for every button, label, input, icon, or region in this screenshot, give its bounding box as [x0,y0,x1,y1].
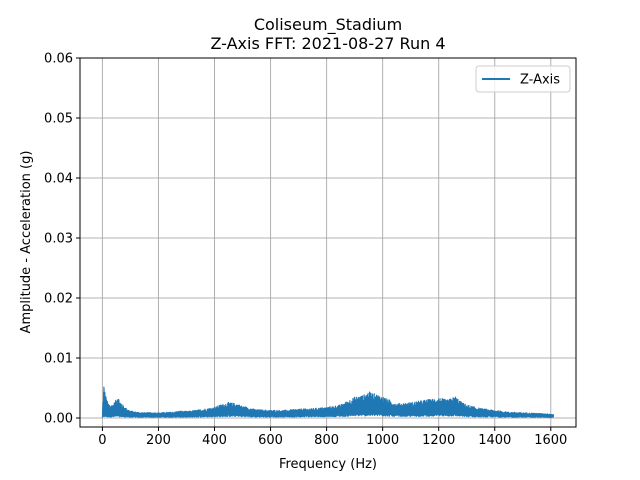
x-tick-label: 0 [98,433,106,448]
plot-area [101,386,555,418]
x-tick-label: 1000 [366,433,399,448]
y-tick-label: 0.00 [44,412,73,427]
legend-box [475,65,571,93]
axes-frame [79,57,577,428]
grid [80,57,576,427]
axis-ticks: 0 200 400 600 800 1000 1200 1400 1600 0.00 0.01 0.0… [44,52,567,449]
legend-label: Z-Axis [520,73,560,88]
x-tick-label: 200 [146,433,171,448]
x-tick-label: 400 [202,433,227,448]
x-tick-label: 800 [314,433,339,448]
y-tick-label: 0.05 [44,112,73,127]
y-tick-label: 0.03 [44,232,73,247]
y-tick-label: 0.02 [44,292,73,307]
legend: Z-Axis [475,65,571,93]
series-line-z-axis [101,386,555,418]
x-tick-label: 600 [258,433,283,448]
x-axis-label: Frequency (Hz) [279,457,377,472]
y-tick-label: 0.04 [44,172,73,187]
chart-title: Coliseum_Stadium [254,15,402,35]
chart-subtitle: Z-Axis FFT: 2021-08-27 Run 4 [210,34,445,53]
x-tick-label: 1200 [422,433,455,448]
x-tick-label: 1600 [534,433,567,448]
y-tick-label: 0.06 [44,52,73,67]
y-axis-label: Amplitude - Acceleration (g) [19,151,34,334]
x-tick-label: 1400 [478,433,511,448]
y-tick-label: 0.01 [44,352,73,367]
